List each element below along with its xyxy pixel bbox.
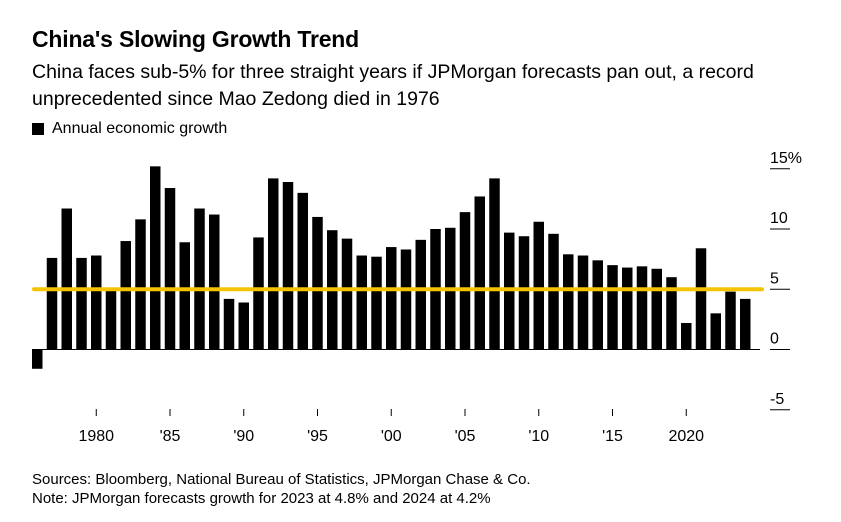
y-tick-label--5: -5 (770, 391, 784, 408)
bar-1997 (341, 238, 353, 350)
bar-1981 (105, 288, 117, 350)
bar-2006 (474, 196, 485, 350)
bar-1979 (76, 257, 87, 350)
bar-2000 (386, 247, 397, 350)
bar-2019 (666, 277, 677, 350)
bar-1978 (61, 208, 72, 350)
bar-1986 (179, 242, 190, 350)
x-tick-label-1995: '95 (307, 428, 328, 445)
legend-swatch (32, 123, 44, 135)
bar-1989 (223, 298, 235, 350)
bar-2009 (518, 236, 530, 350)
bar-1980 (91, 255, 102, 350)
chart-subtitle: China faces sub-5% for three straight ye… (32, 61, 754, 110)
sources-note: Sources: Bloomberg, National Bureau of S… (32, 471, 531, 488)
bar-2017 (636, 266, 648, 350)
y-tick-label-0: 0 (770, 331, 779, 348)
bar-1998 (356, 255, 367, 350)
bar-1999 (371, 256, 382, 350)
bar-1987 (194, 208, 205, 350)
y-tick-label-10: 10 (770, 210, 788, 227)
y-tick-label-5: 5 (770, 270, 779, 287)
x-tick-label-2010: '10 (528, 428, 549, 445)
bar-2020 (681, 322, 692, 350)
legend: Annual economic growth (32, 120, 227, 138)
bar-2022 (710, 313, 721, 350)
x-tick-label-1990: '90 (233, 428, 254, 445)
bar-2012 (563, 254, 574, 350)
x-tick-label-1980: 1980 (78, 428, 114, 445)
bar-2010 (533, 221, 544, 350)
bar-2018 (651, 268, 662, 350)
bar-2005 (459, 212, 471, 350)
bar-1993 (282, 182, 294, 350)
bar-1982 (120, 241, 131, 350)
x-tick-label-2005: '05 (455, 428, 476, 445)
bar-2007 (489, 178, 500, 350)
x-tick-label-2000: '00 (381, 428, 402, 445)
bar-1977 (46, 257, 58, 350)
bar-2023 (725, 291, 736, 350)
y-tick-label-15: 15% (770, 150, 802, 167)
bar-1984 (150, 166, 161, 350)
bar-2001 (400, 249, 412, 350)
bar-1994 (297, 192, 308, 350)
bar-1985 (164, 188, 176, 350)
bar-1983 (135, 219, 146, 350)
legend-label: Annual economic growth (52, 120, 228, 137)
x-tick-label-2020: 2020 (668, 428, 704, 445)
bar-1992 (268, 178, 279, 350)
bar-1976 (32, 349, 43, 369)
x-tick-label-2015: '15 (602, 428, 623, 445)
forecast-note: Note: JPMorgan forecasts growth for 2023… (32, 490, 491, 507)
bar-2011 (548, 233, 559, 350)
bar-2015 (607, 265, 618, 350)
bar-2002 (415, 239, 426, 350)
bar-2013 (577, 255, 589, 350)
bar-1988 (209, 214, 220, 350)
footer: Sources: Bloomberg, National Bureau of S… (32, 470, 531, 508)
bar-2016 (622, 267, 633, 350)
bar-1995 (312, 216, 323, 350)
bar-2021 (695, 248, 707, 350)
chart-title: China's Slowing Growth Trend (32, 26, 359, 52)
bar-2014 (592, 260, 603, 350)
x-tick-label-1985: '85 (160, 428, 181, 445)
bar-1991 (253, 237, 264, 350)
bar-2024 (740, 298, 751, 350)
bar-1990 (238, 302, 249, 350)
